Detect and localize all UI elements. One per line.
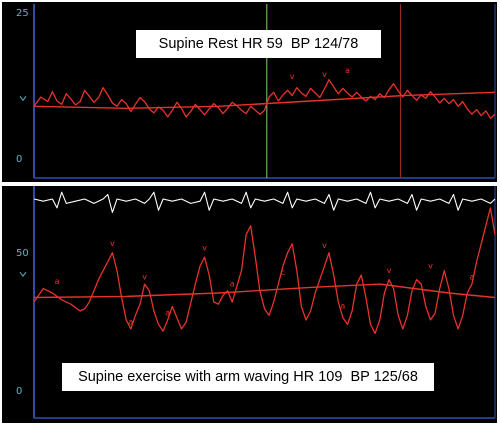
y-tick-label-top-min: 0 [16, 154, 23, 165]
wave-marker-a: a [55, 277, 60, 286]
y-tick-chevron [19, 271, 27, 277]
wave-marker-a: a [469, 273, 474, 282]
bottom-panel-exercise: a v a v a v a c v a v v a 50 0 Supine exercise with … [2, 186, 497, 423]
pressure-waveform-line [33, 79, 496, 119]
rest-condition-label: Supine Rest HR 59 BP 124/78 [136, 30, 381, 58]
wave-marker-v: v [142, 273, 147, 282]
y-tick-label-bottom-min: 0 [16, 386, 23, 397]
ecg-line [33, 191, 496, 213]
wave-marker-v: v [387, 266, 392, 275]
wave-marker-a: a [128, 317, 133, 326]
mean-trend-line [33, 283, 496, 299]
y-tick-chevron [19, 96, 27, 102]
wave-marker-v: v [202, 243, 207, 252]
pressure-waveform-line [33, 207, 496, 335]
bottom-plot: a v a v a v a c v a v v a [19, 186, 496, 419]
top-panel-rest: v a v 25 0 Supine Rest HR 59 BP 124/78 [2, 2, 497, 182]
wave-marker-v: v [290, 72, 295, 81]
wave-marker-c: c [281, 268, 285, 277]
wave-marker-v: v [110, 239, 115, 248]
wave-marker-v: v [322, 241, 327, 250]
top-plot: vav [19, 4, 496, 179]
y-tick-label-top-max: 25 [16, 8, 29, 19]
wave-marker-a: a [230, 279, 235, 288]
wave-marker-a: a [345, 66, 350, 75]
wave-marker-v: v [322, 70, 327, 79]
y-tick-label-bottom-mid: 50 [16, 248, 29, 259]
wave-marker-a: a [165, 308, 170, 317]
exercise-condition-label: Supine exercise with arm waving HR 109 B… [62, 363, 434, 391]
wave-marker-v: v [428, 261, 433, 270]
wave-marker-a: a [340, 302, 345, 311]
mean-trend-line [33, 91, 496, 109]
